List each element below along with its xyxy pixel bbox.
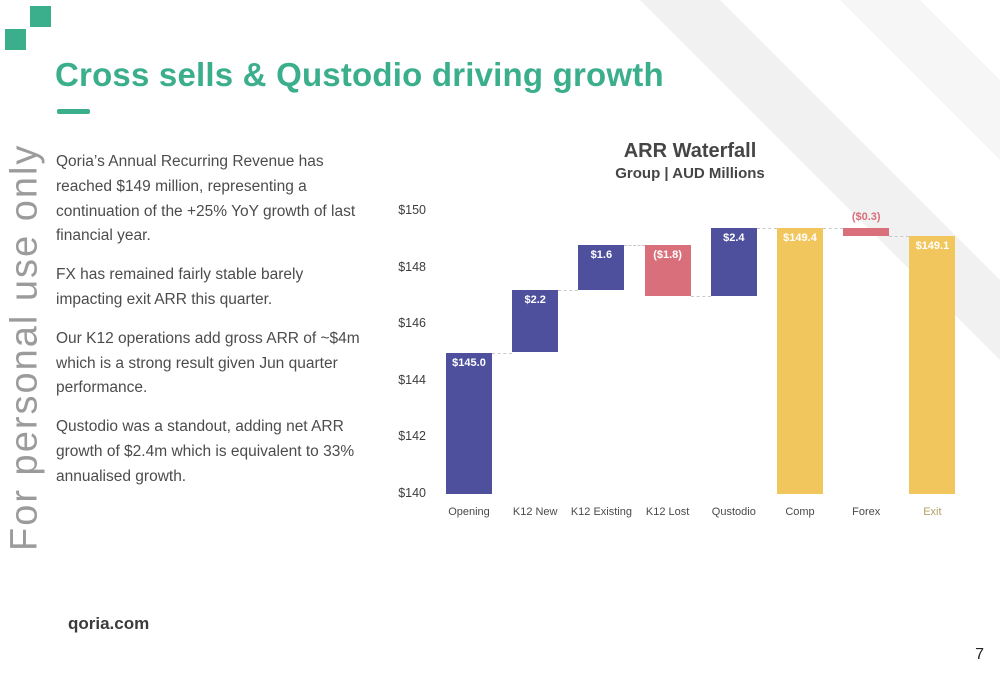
bar-value-label: ($1.8) <box>653 248 682 261</box>
bar-value-label: $149.4 <box>783 231 817 244</box>
waterfall-bar-k12-existing <box>578 244 625 291</box>
accent-square-top <box>30 6 51 27</box>
chart-subtitle: Group | AUD Millions <box>615 165 765 182</box>
waterfall-connector <box>624 244 645 246</box>
y-axis-tick-label: $144 <box>398 372 426 387</box>
y-axis-tick-label: $142 <box>398 429 426 444</box>
body-paragraph: Qoria’s Annual Recurring Revenue has rea… <box>56 153 356 245</box>
waterfall-connector <box>492 352 513 354</box>
x-axis-category-label: K12 Existing <box>570 506 632 518</box>
body-paragraph: FX has remained fairly stable barely imp… <box>56 266 304 308</box>
waterfall-bar-exit <box>909 236 956 494</box>
waterfall-connector <box>889 236 910 238</box>
chart-title: ARR Waterfall <box>623 140 757 162</box>
y-axis-tick-label: $146 <box>398 316 426 331</box>
chart-plot-area: $150 $148 $146 $144 $142 $140 $145.0 Opening $2.… <box>390 140 990 550</box>
x-axis-category-label: Exit <box>923 506 942 518</box>
bar-value-label: $1.6 <box>590 248 613 261</box>
waterfall-bar-k12-new <box>512 290 559 353</box>
bar-value-label: $145.0 <box>452 356 486 369</box>
y-axis-tick-label: $140 <box>398 486 426 500</box>
accent-square-left <box>5 29 26 50</box>
x-axis-category-label: Forex <box>852 506 881 518</box>
arr-waterfall-chart: ARR Waterfall Group | AUD Millions $150 $… <box>390 140 990 550</box>
waterfall-bar-opening <box>446 352 492 494</box>
x-axis-category-label: Qustodio <box>711 506 756 518</box>
x-axis-category-label: Opening <box>448 506 490 518</box>
x-axis-category-label: K12 New <box>512 506 558 518</box>
bar-value-label: $149.1 <box>915 240 950 253</box>
slide-title: Cross sells & Qustodio driving growth <box>55 56 664 93</box>
x-axis-category-label: Comp <box>785 506 815 518</box>
bar-value-label: $2.2 <box>524 294 546 307</box>
body-paragraph: Our K12 operations add gross ARR of ~$4m… <box>56 329 360 397</box>
chevron-band-small <box>840 0 1000 160</box>
waterfall-bar-comp <box>777 227 823 494</box>
vertical-watermark: For personal use only <box>3 143 46 552</box>
footer-website: qoria.com <box>68 614 150 633</box>
bar-value-label: $2.4 <box>723 231 745 244</box>
waterfall-bar-k12-lost <box>644 244 691 296</box>
body-paragraph: Qustodio was a standout, adding net ARR … <box>56 418 355 485</box>
waterfall-bar-forex <box>843 227 890 237</box>
y-axis-tick-label: $148 <box>398 259 426 274</box>
y-axis-tick-label: $150 <box>398 203 426 217</box>
title-underline <box>57 109 90 114</box>
bar-value-label: ($0.3) <box>851 210 881 223</box>
waterfall-connector <box>558 290 579 292</box>
waterfall-bar-qustodio <box>710 227 757 296</box>
waterfall-connector <box>823 227 844 229</box>
waterfall-connector <box>690 295 711 297</box>
x-axis-category-label: K12 Lost <box>645 506 690 518</box>
body-paragraphs: Qoria’s Annual Recurring Revenue has rea… <box>56 150 364 504</box>
waterfall-connector <box>756 227 777 229</box>
page-number: 7 <box>975 646 984 663</box>
